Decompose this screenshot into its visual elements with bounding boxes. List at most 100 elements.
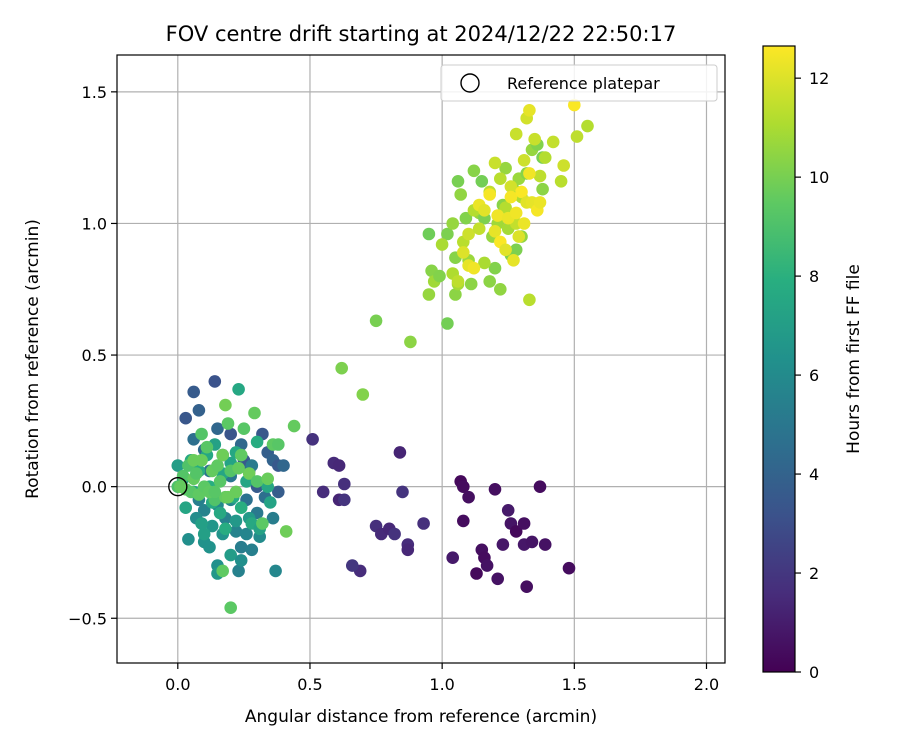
x-tick-label: 0.5 bbox=[297, 675, 322, 694]
data-point bbox=[446, 551, 460, 564]
data-point bbox=[208, 485, 222, 499]
data-point bbox=[562, 561, 576, 575]
data-point bbox=[269, 564, 282, 578]
data-point bbox=[261, 472, 275, 486]
data-point bbox=[504, 180, 518, 193]
data-point bbox=[517, 217, 531, 230]
data-point bbox=[266, 511, 280, 525]
x-axis-ticks: 0.0 0.5 1.0 1.5 2.0 bbox=[165, 663, 719, 694]
data-point bbox=[221, 417, 235, 430]
data-point bbox=[234, 448, 248, 462]
data-point bbox=[224, 548, 237, 562]
data-point bbox=[234, 501, 248, 514]
data-point bbox=[478, 256, 491, 270]
y-tick-label: 1.5 bbox=[82, 83, 107, 102]
data-point bbox=[216, 564, 229, 578]
x-tick-label: 1.5 bbox=[562, 675, 587, 694]
y-axis-label: Rotation from reference (arcmin) bbox=[23, 219, 43, 499]
data-point bbox=[533, 169, 547, 183]
data-point bbox=[216, 448, 229, 462]
data-point bbox=[525, 535, 539, 549]
data-point bbox=[388, 527, 401, 541]
data-point bbox=[195, 517, 208, 530]
data-point bbox=[213, 506, 227, 520]
data-point bbox=[488, 261, 502, 275]
data-point bbox=[369, 314, 383, 328]
data-point bbox=[504, 190, 518, 204]
data-point bbox=[467, 261, 481, 275]
data-point bbox=[446, 217, 460, 230]
data-point bbox=[488, 483, 502, 496]
data-point bbox=[480, 559, 494, 572]
data-point bbox=[462, 227, 475, 241]
data-point bbox=[457, 480, 470, 494]
data-point bbox=[179, 411, 192, 425]
data-point bbox=[475, 175, 489, 188]
data-point bbox=[457, 246, 470, 259]
data-point bbox=[256, 517, 269, 530]
data-point bbox=[509, 206, 523, 220]
data-point bbox=[496, 538, 510, 551]
data-point bbox=[512, 230, 526, 243]
data-point bbox=[557, 159, 570, 172]
data-point bbox=[232, 383, 245, 396]
data-points bbox=[171, 98, 594, 614]
data-point bbox=[171, 459, 185, 472]
data-point bbox=[232, 564, 245, 578]
colorbar-tick-label: 6 bbox=[809, 366, 819, 385]
data-point bbox=[219, 398, 232, 412]
data-point bbox=[433, 269, 446, 283]
data-point bbox=[213, 475, 227, 488]
data-point bbox=[451, 275, 465, 288]
data-point bbox=[272, 485, 285, 499]
data-point bbox=[272, 438, 285, 451]
data-point bbox=[422, 288, 436, 301]
data-point bbox=[472, 222, 486, 235]
data-point bbox=[211, 422, 224, 436]
data-point bbox=[224, 427, 237, 441]
data-point bbox=[287, 419, 301, 433]
data-point bbox=[451, 175, 465, 188]
data-point bbox=[332, 459, 346, 472]
data-point bbox=[277, 459, 290, 472]
data-point bbox=[174, 480, 187, 494]
data-point bbox=[245, 543, 259, 557]
data-point bbox=[570, 130, 584, 143]
chart-title: FOV centre drift starting at 2024/12/22 … bbox=[166, 22, 677, 46]
data-point bbox=[200, 440, 214, 454]
data-point bbox=[538, 151, 552, 164]
y-tick-label: 0.0 bbox=[82, 478, 107, 497]
data-point bbox=[279, 525, 293, 538]
legend: Reference platepar bbox=[440, 64, 718, 102]
data-point bbox=[229, 525, 243, 538]
data-point bbox=[523, 167, 536, 180]
data-point bbox=[187, 454, 200, 467]
data-point bbox=[316, 485, 330, 499]
data-point bbox=[488, 225, 502, 238]
data-point bbox=[523, 104, 536, 117]
data-point bbox=[401, 543, 415, 557]
data-point bbox=[536, 182, 549, 196]
legend-reference-marker bbox=[460, 73, 480, 93]
data-point bbox=[404, 335, 417, 349]
data-point bbox=[179, 501, 192, 514]
colorbar-ticks: 0 2 4 6 8 10 12 bbox=[795, 69, 829, 682]
reference-marker-layer bbox=[168, 476, 188, 497]
y-tick-label: 1.0 bbox=[82, 214, 107, 233]
data-point bbox=[538, 538, 552, 551]
data-point bbox=[203, 540, 216, 554]
data-point bbox=[462, 490, 475, 504]
colorbar-tick-label: 10 bbox=[809, 168, 829, 187]
data-point bbox=[515, 185, 528, 199]
data-point bbox=[454, 188, 468, 201]
data-point bbox=[208, 375, 222, 388]
data-point bbox=[338, 493, 351, 507]
data-point bbox=[520, 580, 533, 593]
data-point bbox=[182, 533, 195, 546]
data-point bbox=[234, 554, 248, 567]
data-point bbox=[441, 317, 454, 330]
data-point bbox=[250, 435, 264, 449]
data-point bbox=[393, 446, 407, 459]
data-point bbox=[523, 293, 536, 307]
data-point bbox=[509, 525, 523, 538]
